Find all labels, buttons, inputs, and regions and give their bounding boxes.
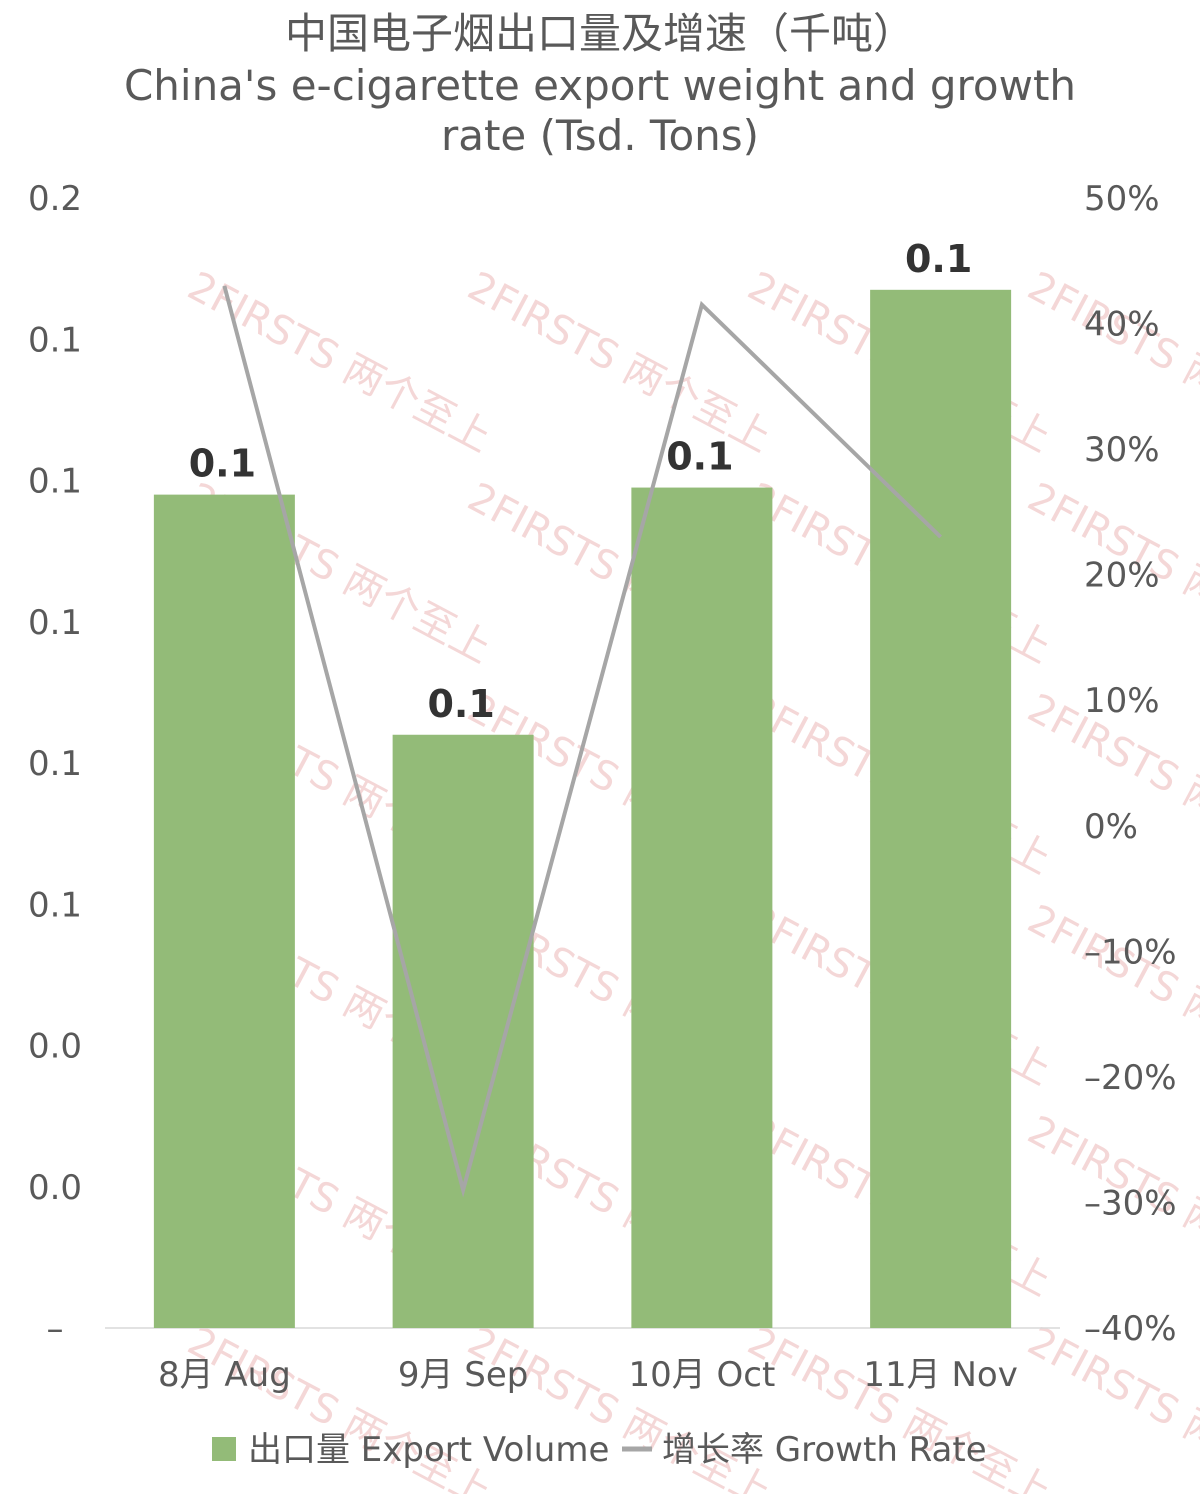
left-axis-tick-label: 0.0 <box>28 1027 82 1067</box>
right-axis-tick-label: 20% <box>1084 556 1160 596</box>
legend-bar-swatch <box>212 1437 236 1461</box>
right-axis-tick-label: 10% <box>1084 681 1160 721</box>
line-series <box>222 285 943 1198</box>
right-axis-tick-label: 30% <box>1084 430 1160 470</box>
right-axis-tick-label: –30% <box>1084 1183 1177 1223</box>
left-axis-tick-label: 0.0 <box>28 1168 82 1208</box>
x-axis-category-label: 10月 Oct <box>628 1355 775 1395</box>
bar-data-label: 0.1 <box>905 237 972 281</box>
bar <box>153 494 295 1328</box>
legend: 出口量 Export Volume 增长率 Growth Rate <box>212 1430 987 1470</box>
bar-series <box>153 289 1012 1328</box>
bar-data-label: 0.1 <box>666 435 733 479</box>
watermark-text: 2FIRSTS 两个至上 <box>460 263 778 461</box>
left-axis: – 0.0 0.0 0.1 0.1 0.1 0.1 0.1 0.2 <box>28 179 82 1349</box>
right-axis-tick-label: –40% <box>1084 1309 1177 1349</box>
bar <box>631 487 773 1328</box>
bar <box>870 289 1012 1328</box>
chart-subtitle-line-1: China's e-cigarette export weight and gr… <box>124 61 1076 110</box>
right-axis: –40% –30% –20% –10% 0% 10% 20% 30% 40% 50% <box>1084 179 1177 1349</box>
left-axis-tick-label: 0.1 <box>28 744 82 784</box>
data-labels: 0.1 0.1 0.1 0.1 <box>189 237 973 726</box>
legend-bar-label: 出口量 Export Volume <box>248 1430 609 1470</box>
left-axis-tick-label: 0.1 <box>28 320 82 360</box>
left-axis-tick-label: 0.1 <box>28 885 82 925</box>
right-axis-tick-label: 50% <box>1084 179 1160 219</box>
chart-title: 中国电子烟出口量及增速（千吨） <box>285 9 915 58</box>
legend-line-label: 增长率 Growth Rate <box>662 1430 987 1470</box>
growth-rate-line <box>222 285 943 1198</box>
left-axis-tick-label: 0.1 <box>28 603 82 643</box>
left-axis-tick-label: 0.1 <box>28 462 82 502</box>
category-labels: 8月 Aug 9月 Sep 10月 Oct 11月 Nov <box>158 1355 1018 1395</box>
x-axis-category-label: 8月 Aug <box>158 1355 291 1395</box>
x-axis-category-label: 9月 Sep <box>398 1355 529 1395</box>
right-axis-tick-label: –10% <box>1084 932 1177 972</box>
right-axis-tick-label: 40% <box>1084 305 1160 345</box>
right-axis-tick-label: –20% <box>1084 1058 1177 1098</box>
bar-data-label: 0.1 <box>189 442 256 486</box>
bar-data-label: 0.1 <box>427 682 494 726</box>
right-axis-tick-label: 0% <box>1084 807 1138 847</box>
chart-subtitle-line-2: rate (Tsd. Tons) <box>441 111 759 160</box>
left-axis-tick-label: – <box>47 1309 64 1349</box>
bar <box>392 734 534 1328</box>
x-axis-category-label: 11月 Nov <box>863 1355 1017 1395</box>
left-axis-tick-label: 0.2 <box>28 179 82 219</box>
